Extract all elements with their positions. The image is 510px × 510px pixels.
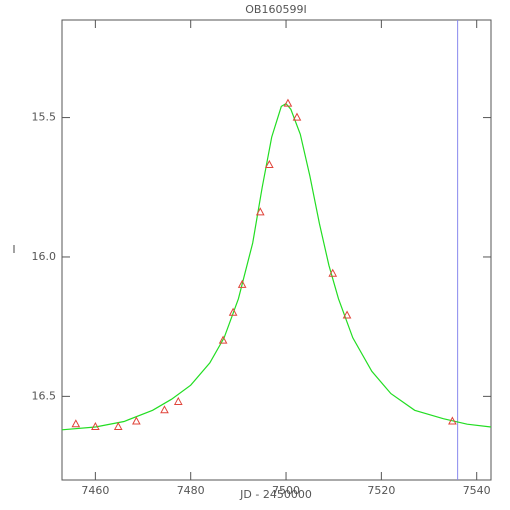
data-point [255, 207, 265, 216]
x-tick-label: 7460 [81, 484, 109, 497]
plot-frame [61, 19, 492, 481]
data-point [218, 335, 228, 344]
y-axis-label: I [12, 243, 15, 256]
data-point [283, 98, 293, 107]
data-point [132, 416, 141, 425]
data-point [228, 307, 238, 316]
chart-title: OB160599I [245, 3, 306, 16]
x-tick-label: 7540 [463, 484, 491, 497]
x-tick-label: 7500 [272, 484, 300, 497]
model-curve [61, 102, 492, 431]
y-tick-label: 16.0 [32, 250, 57, 263]
data-point [448, 416, 457, 425]
data-point [160, 405, 169, 414]
x-tick-label: 7520 [367, 484, 395, 497]
data-point [292, 112, 302, 121]
data-point [342, 310, 352, 319]
x-tick-label: 7480 [177, 484, 205, 497]
data-point [265, 159, 274, 168]
data-point [91, 421, 100, 431]
data-point [237, 279, 247, 288]
x-axis-label: JD - 2450000 [239, 488, 312, 501]
y-tick-label: 15.5 [32, 111, 57, 124]
y-tick-label: 16.5 [32, 389, 57, 402]
data-point [71, 419, 81, 428]
data-point [328, 268, 338, 277]
data-point [113, 421, 123, 431]
data-point [173, 396, 183, 405]
